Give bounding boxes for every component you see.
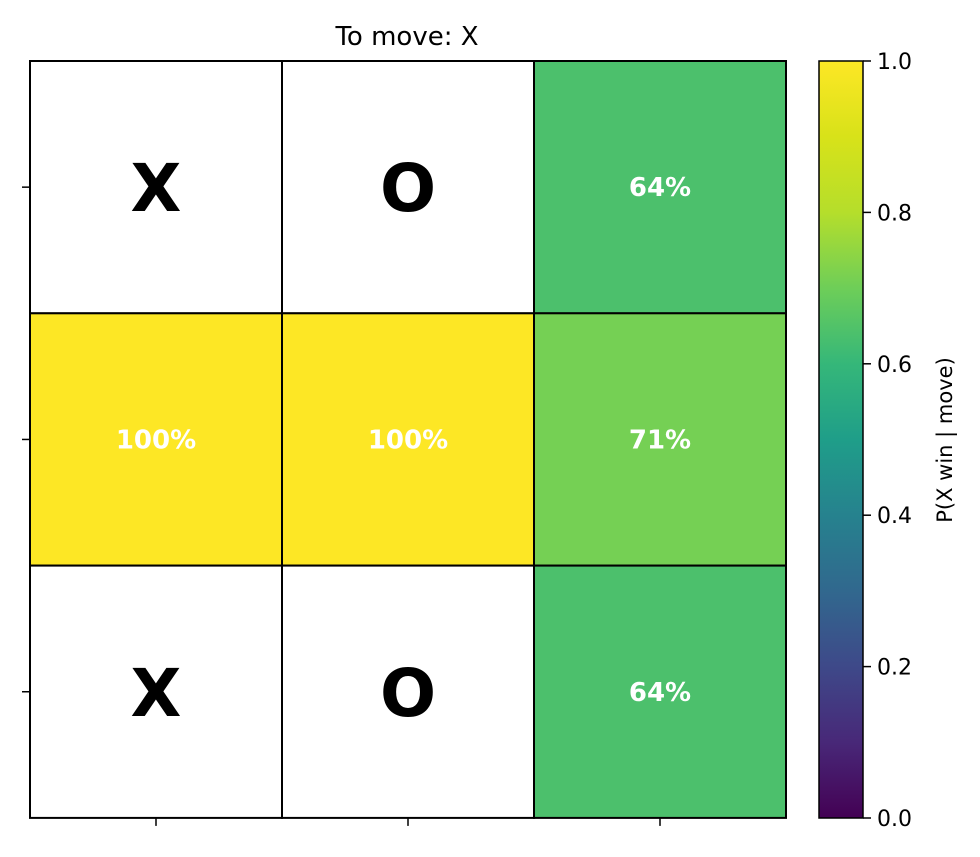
cell-r1-c2 [533, 312, 787, 567]
colorbar-tick-label-4: 0.8 [877, 201, 912, 226]
cell-value-label-r1-c1: 100% [368, 425, 448, 455]
colorbar-tick-label-0: 0.0 [877, 807, 912, 832]
colorbar-tick-label-3: 0.6 [877, 353, 912, 378]
cell-r1-c0 [29, 312, 283, 567]
colorbar-ticks: 0.0 0.2 0.4 0.6 0.8 1.0 [863, 50, 912, 832]
colorbar: 0.0 0.2 0.4 0.6 0.8 1.0 P(X win | move) [818, 50, 958, 832]
cell-mark-r2-c1: O [380, 655, 436, 732]
colorbar-gradient [818, 60, 864, 819]
cell-mark-r0-c1: O [380, 150, 436, 227]
cell-r2-c2 [533, 564, 787, 819]
colorbar-tick-label-2: 0.4 [877, 504, 912, 529]
colorbar-label: P(X win | move) [933, 357, 958, 523]
board-cells: X O 64% 100% 100% 71% X O 64% [29, 60, 787, 819]
cell-value-label-r0-c2: 64% [629, 173, 691, 203]
axis-ticks [22, 186, 661, 826]
cell-r0-c2 [533, 60, 787, 315]
cell-value-label-r1-c2: 71% [629, 425, 691, 455]
cell-r0-c1 [281, 60, 535, 315]
cell-r1-c1 [281, 312, 535, 567]
cell-mark-r2-c0: X [131, 655, 182, 732]
cell-value-label-r2-c2: 64% [629, 678, 691, 708]
cell-mark-r0-c0: X [131, 150, 182, 227]
chart-title: To move: X [334, 22, 478, 52]
colorbar-tick-label-5: 1.0 [877, 50, 912, 75]
cell-r2-c0 [29, 564, 283, 819]
colorbar-tick-label-1: 0.2 [877, 656, 912, 681]
cell-r0-c0 [29, 60, 283, 315]
cell-value-label-r1-c0: 100% [116, 425, 196, 455]
cell-r2-c1 [281, 564, 535, 819]
